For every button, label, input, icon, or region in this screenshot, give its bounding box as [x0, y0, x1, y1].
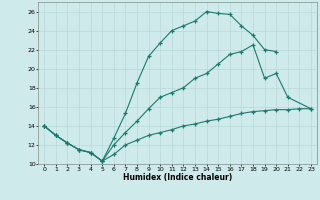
X-axis label: Humidex (Indice chaleur): Humidex (Indice chaleur) — [123, 173, 232, 182]
